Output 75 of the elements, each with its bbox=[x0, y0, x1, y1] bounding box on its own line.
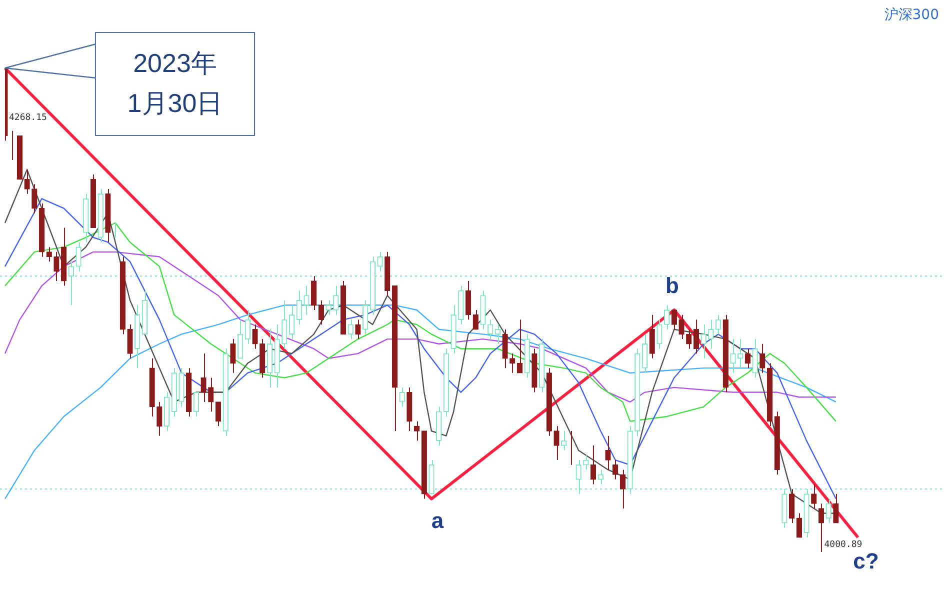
candlestick bbox=[472, 310, 478, 330]
annotation: b bbox=[665, 273, 679, 298]
candlestick bbox=[156, 401, 162, 436]
candlestick bbox=[502, 328, 508, 369]
candlestick bbox=[494, 324, 501, 344]
candlestick bbox=[811, 484, 817, 509]
candlestick bbox=[304, 285, 310, 316]
candlestick bbox=[348, 319, 354, 340]
candlestick bbox=[54, 251, 60, 282]
candlestick bbox=[311, 276, 317, 310]
candlestick bbox=[693, 319, 700, 354]
candlestick bbox=[488, 319, 494, 340]
candlestick bbox=[326, 300, 332, 316]
candlestick bbox=[127, 324, 133, 359]
candlestick bbox=[510, 353, 516, 374]
annotation: a bbox=[431, 508, 444, 533]
candlestick bbox=[561, 430, 567, 451]
candlestick bbox=[715, 314, 722, 335]
candlestick bbox=[671, 310, 677, 330]
candlestick bbox=[244, 310, 250, 344]
candlestick bbox=[590, 445, 596, 485]
candlestick bbox=[355, 319, 361, 340]
text: 沪深300 bbox=[884, 6, 939, 24]
candlestick bbox=[288, 304, 295, 340]
candlestick bbox=[414, 420, 420, 442]
candlestick bbox=[738, 338, 744, 369]
candlestick bbox=[833, 493, 839, 524]
candlestick bbox=[598, 469, 604, 485]
annotation: 4268.15 bbox=[9, 112, 47, 123]
candlestick bbox=[760, 343, 766, 374]
candlestick bbox=[788, 488, 795, 524]
candlestick bbox=[605, 435, 611, 470]
candlestick bbox=[252, 324, 258, 350]
candlestick bbox=[664, 304, 670, 330]
annotation: 2023年 1月30日 bbox=[95, 32, 255, 136]
candlestick bbox=[818, 503, 824, 552]
candlestick bbox=[362, 300, 368, 335]
candlestick bbox=[215, 401, 222, 427]
candlestick bbox=[752, 338, 758, 378]
candlestick bbox=[465, 280, 472, 320]
candlestick bbox=[612, 460, 618, 480]
candlestick bbox=[76, 242, 82, 272]
candlestick bbox=[686, 328, 692, 350]
annotation: 4000.89 bbox=[824, 540, 862, 550]
candlestick bbox=[24, 169, 30, 194]
annotation: c? bbox=[853, 548, 879, 574]
candlestick bbox=[193, 392, 200, 417]
candlestick bbox=[730, 338, 736, 374]
candlestick bbox=[296, 290, 302, 326]
candlestick bbox=[826, 498, 832, 524]
candlestick bbox=[656, 319, 662, 350]
candlestick bbox=[200, 353, 206, 402]
candlestick bbox=[678, 314, 684, 340]
candlestick bbox=[399, 386, 405, 408]
candlestick bbox=[46, 246, 52, 262]
candlestick bbox=[700, 324, 706, 359]
candlestick bbox=[208, 377, 214, 412]
candlestick bbox=[377, 251, 383, 272]
candlestick bbox=[649, 314, 655, 359]
candlestick bbox=[516, 319, 523, 374]
candlestick bbox=[333, 285, 339, 316]
candlestick bbox=[318, 300, 324, 326]
candlestick bbox=[554, 426, 560, 461]
candlestick bbox=[576, 460, 582, 494]
candlestick bbox=[620, 469, 626, 509]
candlestick bbox=[744, 348, 751, 369]
candlestick bbox=[32, 184, 38, 214]
candlestick bbox=[282, 300, 288, 350]
candlestick bbox=[708, 319, 714, 350]
candlestick bbox=[230, 338, 236, 374]
candlestick bbox=[796, 512, 802, 538]
candlestick bbox=[642, 334, 648, 374]
candlestick bbox=[68, 261, 74, 306]
candlestick bbox=[583, 454, 589, 470]
candlestick bbox=[237, 319, 244, 359]
